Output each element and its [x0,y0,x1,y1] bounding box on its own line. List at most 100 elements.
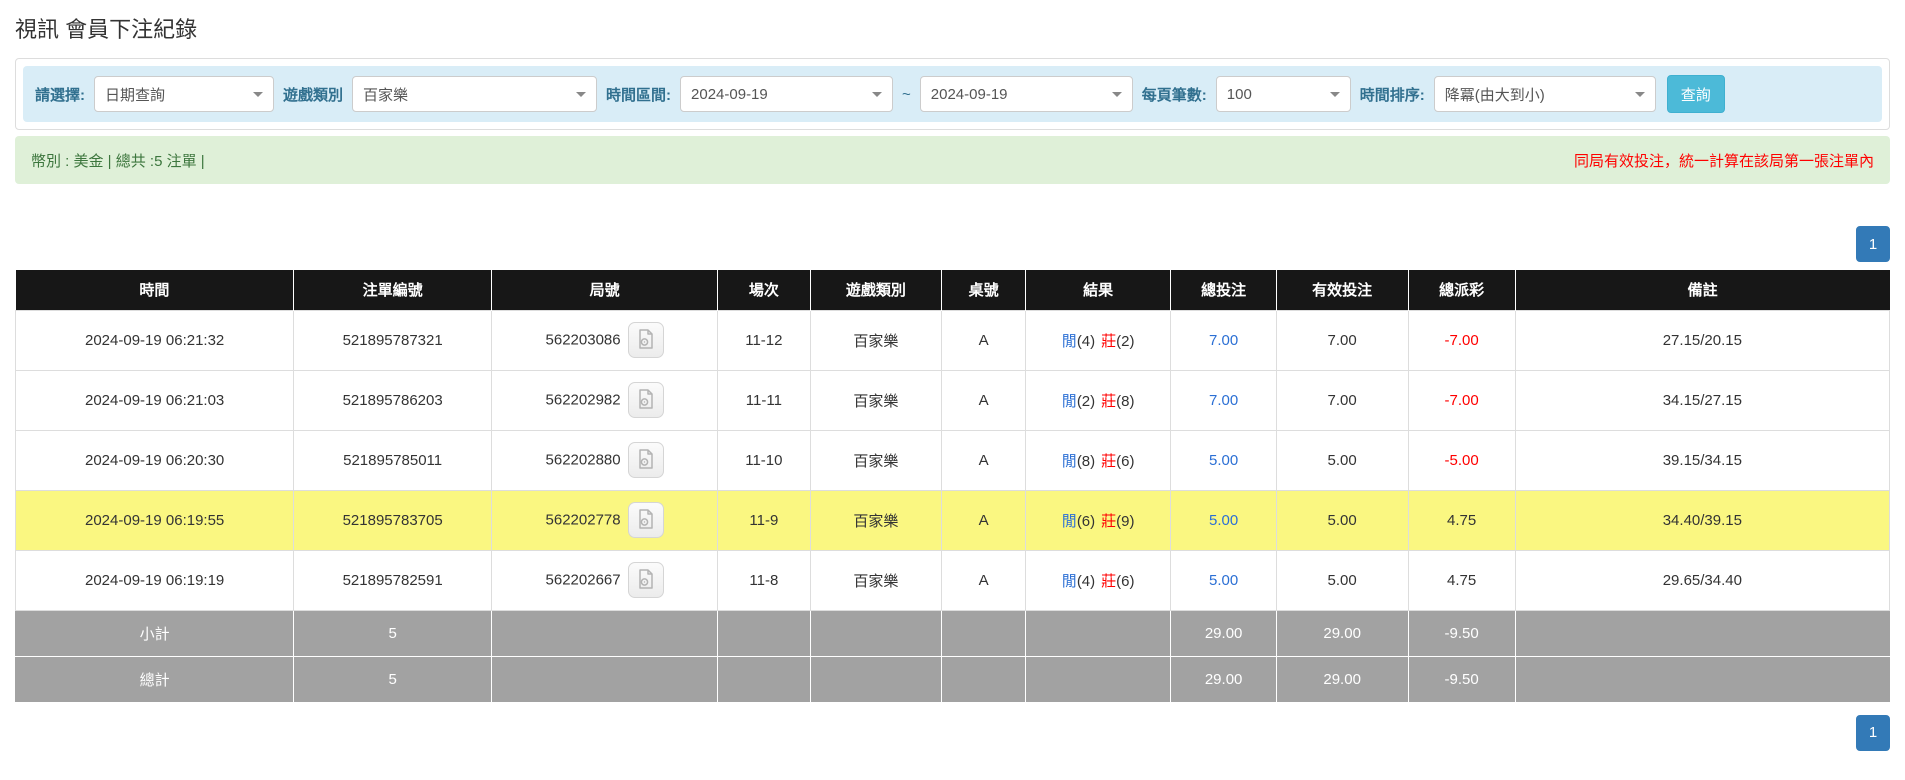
cell-bet-id: 521895786203 [293,369,492,431]
table-header-row: 時間 注單編號 局號 場次 遊戲類別 桌號 結果 總投注 有效投注 總派彩 備註 [15,270,1890,310]
result-player-label: 閒 [1061,512,1077,530]
cell-remark: 34.15/27.15 [1514,369,1891,431]
chevron-down-icon [253,91,263,97]
cell-game-type: 百家樂 [809,429,943,491]
result-banker-count: (6) [1116,572,1135,590]
round-id-text: 562202880 [545,451,621,469]
result-banker-count: (2) [1116,332,1135,350]
col-total-bet: 總投注 [1170,270,1277,310]
cell-table-no: A [941,309,1026,371]
query-type-value: 日期查詢 [105,86,166,104]
per-page-select[interactable]: 100 [1215,76,1351,112]
cell-table-no: A [941,489,1026,551]
chevron-down-icon [1329,91,1340,97]
page-title: 視訊 會員下注紀錄 [15,17,198,42]
notice-text: 同局有效投注，統一計算在該局第一張注單內 [1573,152,1874,170]
cell-game-type: 百家樂 [809,549,943,611]
cell-table-no: A [941,549,1026,611]
result-player-label: 閒 [1061,572,1077,590]
cell-table-no: A [941,429,1026,491]
cell-bet-id: 521895783705 [293,489,492,551]
grand-total-label: 總計 [14,655,295,703]
cell-round-id: 562202778 [490,489,719,551]
cell-time: 2024-09-19 06:19:55 [14,489,295,551]
sort-select[interactable]: 降冪(由大到小) [1433,76,1656,112]
result-player-count: (6) [1076,512,1096,530]
cell-remark: 29.65/34.40 [1514,549,1891,611]
table-row: 2024-09-19 06:20:30 521895785011 5622028… [14,429,1891,491]
video-replay-button[interactable] [627,442,664,478]
col-game-type: 遊戲類別 [810,270,943,310]
pagination-top: 1 [15,226,1890,262]
game-type-label: 遊戲類別 [283,86,344,104]
query-button[interactable]: 查詢 [1666,75,1725,113]
col-bet-id: 注單編號 [293,270,492,310]
result-player-label: 閒 [1061,392,1077,410]
result-player-count: (4) [1076,332,1096,350]
query-type-select[interactable]: 日期查詢 [94,76,274,112]
page-1-button[interactable]: 1 [1856,714,1890,751]
page: 視訊 會員下注紀錄 請選擇: 日期查詢 遊戲類別 百家樂 時間區間: 2024-… [14,17,1891,751]
cell-result: 閒(8) 莊(6) [1024,429,1172,491]
col-payout: 總派彩 [1408,270,1516,310]
video-replay-button[interactable] [627,382,664,418]
grand-total-payout: -9.50 [1407,655,1516,703]
subtotal-label: 小計 [14,609,295,657]
video-replay-button[interactable] [627,322,664,358]
result-banker-label: 莊 [1101,452,1117,470]
result-banker-count: (8) [1116,392,1135,410]
cell-payout: 4.75 [1407,549,1516,611]
round-id-text: 562202667 [545,571,621,589]
cell-bet-id: 521895785011 [293,429,492,491]
result-player-count: (4) [1076,572,1096,590]
cell-time: 2024-09-19 06:19:19 [14,549,295,611]
cell-result: 閒(4) 莊(2) [1024,309,1172,371]
video-file-icon [637,388,655,412]
game-type-value: 百家樂 [363,86,409,104]
filter-panel: 請選擇: 日期查詢 遊戲類別 百家樂 時間區間: 2024-09-19 ~ 20… [15,58,1890,130]
cell-session: 11-10 [717,429,811,491]
round-id-text: 562203086 [545,331,621,349]
cell-game-type: 百家樂 [809,309,943,371]
col-remark: 備註 [1515,270,1890,310]
cell-round-id: 562202667 [490,549,719,611]
cell-total-bet: 7.00 [1170,369,1277,431]
cell-result: 閒(6) 莊(9) [1024,489,1172,551]
cell-valid-bet: 7.00 [1275,309,1409,371]
cell-time: 2024-09-19 06:21:32 [14,309,295,371]
cell-table-no: A [941,369,1026,431]
currency-total-text: 幣別 : 美金 | 總共 :5 注單 | [31,152,205,170]
col-round-id: 局號 [491,270,719,310]
col-result: 結果 [1025,270,1172,310]
cell-game-type: 百家樂 [809,489,943,551]
game-type-select[interactable]: 百家樂 [352,76,598,112]
col-valid-bet: 有效投注 [1276,270,1409,310]
chevron-down-icon [872,91,883,97]
date-range-separator: ~ [902,85,911,103]
table-row: 2024-09-19 06:19:55 521895783705 5622027… [14,489,1891,551]
video-replay-button[interactable] [627,502,664,538]
date-to-select[interactable]: 2024-09-19 [919,76,1133,112]
cell-total-bet: 5.00 [1170,489,1277,551]
result-banker-label: 莊 [1101,332,1117,350]
video-replay-button[interactable] [627,562,664,598]
cell-session: 11-8 [717,549,811,611]
grand-total-row: 總計 5 29.00 29.00 -9.50 [14,655,1891,703]
grand-total-total-bet: 29.00 [1170,655,1277,703]
cell-total-bet: 5.00 [1170,429,1277,491]
chevron-down-icon [1111,91,1122,97]
per-page-label: 每頁筆數: [1141,86,1207,104]
result-player-label: 閒 [1061,332,1077,350]
cell-round-id: 562202982 [490,369,719,431]
subtotal-total-bet: 29.00 [1170,609,1277,657]
page-1-button[interactable]: 1 [1856,226,1890,262]
video-file-icon [637,328,655,352]
cell-session: 11-9 [717,489,811,551]
date-from-select[interactable]: 2024-09-19 [680,76,894,112]
grand-total-count: 5 [293,655,492,703]
video-file-icon [637,448,655,472]
cell-bet-id: 521895787321 [293,309,492,371]
cell-remark: 34.40/39.15 [1514,489,1891,551]
col-session: 場次 [717,270,811,310]
video-file-icon [637,508,655,532]
